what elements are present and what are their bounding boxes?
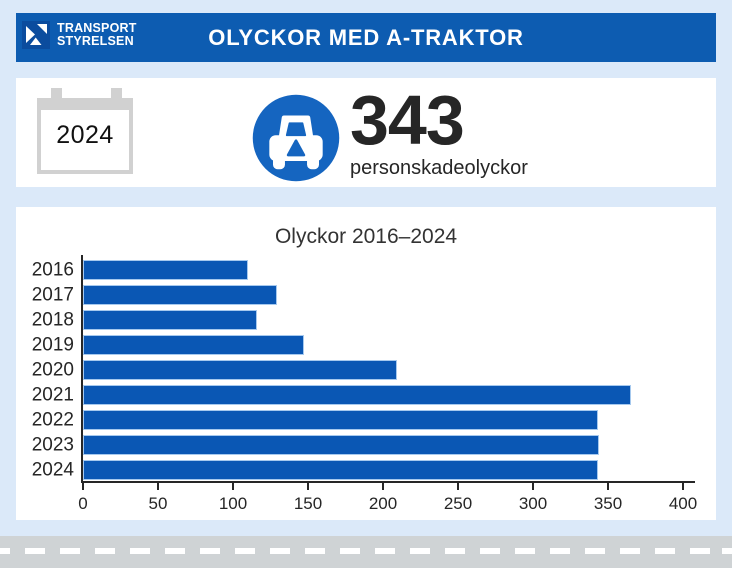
y-axis-label: 2022 <box>31 409 74 431</box>
logo: TRANSPORT STYRELSEN <box>22 21 137 49</box>
road-graphic <box>0 536 732 568</box>
x-axis-tick-label: 250 <box>443 494 473 513</box>
x-axis-tick <box>607 483 609 490</box>
y-axis-label: 2016 <box>31 259 74 281</box>
y-axis-label: 2019 <box>31 334 74 356</box>
x-axis-tick <box>232 483 234 490</box>
x-axis-tick-label: 400 <box>668 494 698 513</box>
logo-text-line2: STYRELSEN <box>57 34 134 48</box>
x-axis-tick-label: 200 <box>368 494 398 513</box>
x-axis-tick <box>532 483 534 490</box>
calendar-frame: 2024 <box>37 98 133 174</box>
chart-row: 2024 <box>32 460 683 480</box>
x-axis-tick <box>457 483 459 490</box>
x-axis-tick-label: 150 <box>293 494 323 513</box>
bar-2021 <box>83 385 631 405</box>
chart-row: 2019 <box>32 335 683 355</box>
header-bar: TRANSPORT STYRELSEN OLYCKOR MED A-TRAKTO… <box>16 13 716 62</box>
y-axis-label: 2017 <box>31 284 74 306</box>
bar-2023 <box>83 435 599 455</box>
chart-plot: 2016 2017 2018 2019 2020 2021 2022 2023 2024 0 50 1… <box>32 255 697 513</box>
chart-row: 2020 <box>32 360 683 380</box>
x-axis-tick-label: 350 <box>593 494 623 513</box>
bar-2020 <box>83 360 397 380</box>
car-icon <box>252 94 340 182</box>
x-axis-tick <box>82 483 84 490</box>
bar-2016 <box>83 260 248 280</box>
calendar-icon: 2024 <box>37 88 133 174</box>
transportstyrelsen-logo-icon <box>22 21 50 49</box>
x-axis-tick <box>682 483 684 490</box>
accident-stat: 343 personskadeolyckor <box>350 81 528 180</box>
y-axis-label: 2021 <box>31 384 74 406</box>
page-title: OLYCKOR MED A-TRAKTOR <box>208 24 524 50</box>
chart-title: Olyckor 2016–2024 <box>274 225 458 248</box>
y-axis-label: 2024 <box>31 459 74 481</box>
bar-2017 <box>83 285 277 305</box>
accident-count: 343 <box>350 81 465 159</box>
x-axis-tick <box>157 483 159 490</box>
chart-row: 2017 <box>32 285 683 305</box>
x-axis-tick-label: 100 <box>218 494 248 513</box>
bar-2018 <box>83 310 257 330</box>
calendar-header-strip <box>41 102 129 110</box>
chart-row: 2021 <box>32 385 683 405</box>
summary-card: 2024 343 personskadeolyckor <box>16 78 716 187</box>
logo-text-line1: TRANSPORT <box>57 21 137 35</box>
x-axis-tick-label: 50 <box>148 494 168 513</box>
x-axis-tick-label: 300 <box>518 494 548 513</box>
x-axis-tick <box>307 483 309 490</box>
x-axis <box>81 481 695 483</box>
calendar-year: 2024 <box>56 121 114 149</box>
logo-text: TRANSPORT STYRELSEN <box>57 22 137 48</box>
chart-row: 2018 <box>32 310 683 330</box>
road-center-line <box>0 548 732 554</box>
y-axis-label: 2023 <box>31 434 74 456</box>
y-axis-label: 2018 <box>31 309 74 331</box>
chart-row: 2023 <box>32 435 683 455</box>
bar-2022 <box>83 410 598 430</box>
chart-card: Olyckor 2016–2024 2016 2017 2018 2019 2020 20… <box>16 207 716 520</box>
chart-row: 2022 <box>32 410 683 430</box>
y-axis-label: 2020 <box>31 359 74 381</box>
x-axis-tick-label: 0 <box>78 494 88 513</box>
bar-2024 <box>83 460 598 480</box>
bar-2019 <box>83 335 304 355</box>
chart-row: 2016 <box>32 260 683 280</box>
x-axis-tick <box>382 483 384 490</box>
accident-count-label: personskadeolyckor <box>350 157 528 180</box>
